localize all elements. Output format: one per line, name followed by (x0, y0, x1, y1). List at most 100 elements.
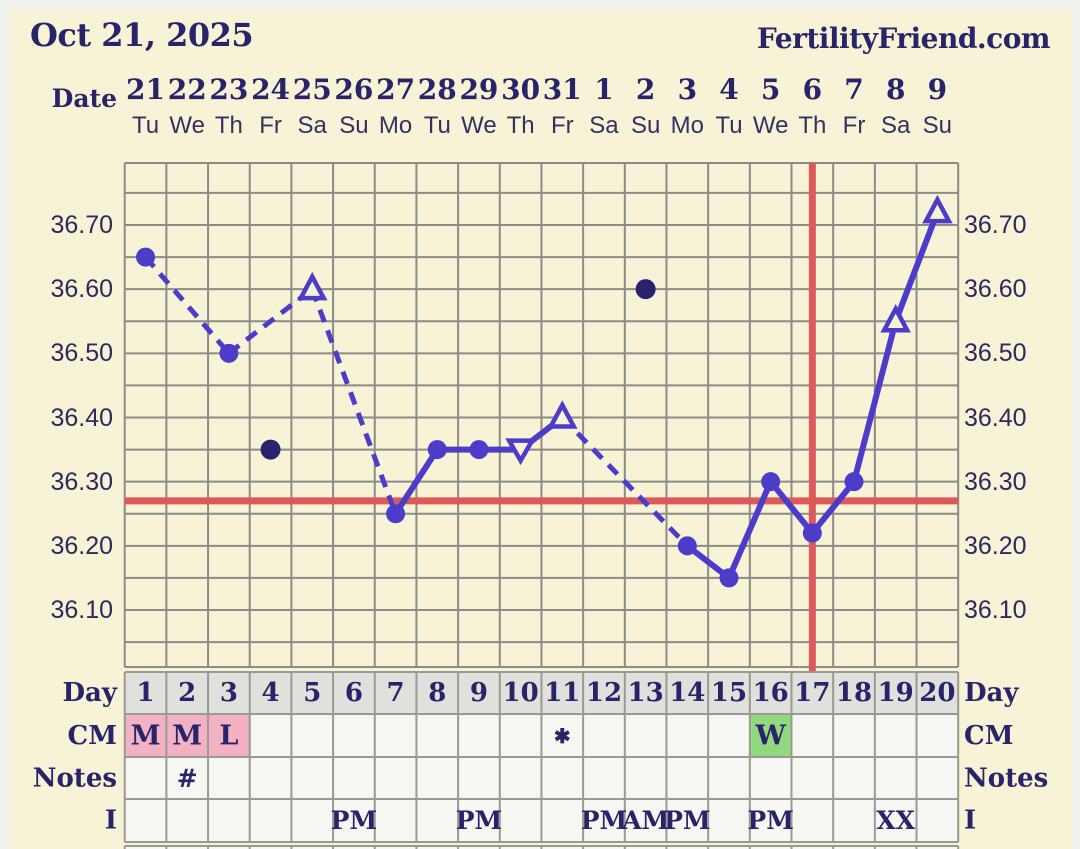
intercourse-cell-day-16[interactable]: PM (747, 806, 793, 835)
intercourse-cell-day-12[interactable]: PM (581, 806, 627, 835)
y-axis-tick-right: 36.30 (964, 467, 1027, 496)
weekday-cell: We (461, 112, 497, 139)
weekday-cell: Th (506, 112, 535, 139)
day-header-cell-15[interactable]: 15 (711, 678, 747, 708)
temp-point-day-5[interactable] (296, 271, 328, 301)
temp-point-day-10[interactable] (505, 438, 537, 466)
y-axis-tick-left: 36.20 (50, 531, 113, 560)
temp-point-day-7[interactable] (386, 504, 406, 524)
intercourse-cell-day-13[interactable]: AM (621, 806, 669, 835)
temp-segment (309, 288, 398, 515)
temp-series (136, 194, 953, 588)
date-cell: 8 (885, 73, 906, 106)
temp-point-day-3[interactable] (219, 343, 239, 363)
intercourse-cell-day-6[interactable]: PM (331, 806, 377, 835)
date-cell: 9 (927, 73, 948, 106)
cm-cell-bg-day-16 (749, 714, 792, 757)
temp-point-day-15[interactable] (719, 568, 739, 588)
weekday-cell: Su (922, 112, 953, 139)
day-header-cell-17[interactable]: 17 (794, 678, 830, 708)
date-cell: 26 (334, 73, 374, 106)
cm-cell-day-2[interactable]: M (172, 721, 202, 752)
table-row-label-left-cm: CM (68, 721, 117, 751)
weekday-cell: We (752, 112, 789, 139)
temp-segment (393, 447, 440, 516)
day-header-cell-20[interactable]: 20 (919, 678, 955, 708)
table-row-label-left-notes: Notes (33, 764, 117, 794)
temp-point-day-11[interactable] (547, 400, 578, 429)
temp-point-day-20[interactable] (922, 194, 953, 224)
intercourse-cell-day-9[interactable]: PM (456, 806, 502, 835)
temp-point-day-14[interactable] (677, 536, 697, 556)
temp-point-day-16[interactable] (761, 472, 781, 492)
day-header-cell-4[interactable]: 4 (262, 678, 280, 708)
date-cell: 28 (417, 73, 457, 106)
temp-point-day-1[interactable] (136, 247, 156, 267)
intercourse-cell-day-19[interactable]: XX (876, 806, 915, 835)
day-header-cell-9[interactable]: 9 (470, 678, 488, 708)
day-header-cell-3[interactable]: 3 (220, 678, 238, 708)
date-cell: 21 (126, 73, 166, 106)
discarded-temp-day-13[interactable] (635, 279, 656, 300)
table-row-label-right-notes: Notes (964, 764, 1048, 794)
temp-segment (810, 479, 857, 535)
y-axis-tick-left: 36.60 (50, 275, 113, 304)
day-header-cell-12[interactable]: 12 (586, 678, 622, 708)
temp-segment (560, 415, 690, 548)
y-axis-tick-right: 36.40 (964, 403, 1027, 432)
table-row-label-right-cm: CM (964, 721, 1013, 751)
weekday-cell: Mo (378, 112, 413, 139)
weekday-cell: Tu (715, 112, 743, 139)
temp-point-day-19[interactable] (880, 303, 911, 333)
intercourse-cell-day-14[interactable]: PM (664, 806, 710, 835)
temp-segment (227, 287, 314, 356)
day-header-cell-2[interactable]: 2 (178, 678, 196, 708)
cm-cell-day-11[interactable]: ✱ (554, 724, 571, 748)
day-header-cell-11[interactable]: 11 (544, 678, 580, 708)
temp-point-day-8[interactable] (427, 440, 447, 460)
temp-point-day-9[interactable] (469, 440, 489, 460)
date-cell: 3 (677, 73, 698, 106)
day-header-cell-10[interactable]: 10 (503, 678, 539, 708)
weekday-cell: Th (798, 112, 827, 139)
y-axis-tick-left: 36.50 (50, 339, 113, 368)
cm-cell-day-16[interactable]: W (754, 721, 786, 752)
weekday-cell: Fr (842, 112, 866, 139)
temp-point-day-17[interactable] (802, 523, 822, 543)
date-cell: 30 (501, 73, 541, 106)
day-header-cell-13[interactable]: 13 (628, 678, 664, 708)
date-cell: 5 (760, 73, 781, 106)
cm-cell-day-1[interactable]: M (131, 721, 161, 752)
day-header-cell-5[interactable]: 5 (303, 678, 321, 708)
cm-cell-day-3[interactable]: L (219, 721, 238, 752)
chart-grid (123, 162, 960, 668)
day-header-cell-18[interactable]: 18 (836, 678, 872, 708)
weekday-cell: We (169, 112, 205, 139)
cm-cell-bg-day-1 (124, 714, 167, 757)
day-header-cell-1[interactable]: 1 (136, 678, 154, 708)
day-header-cell-8[interactable]: 8 (428, 678, 446, 708)
y-axis-tick-right: 36.50 (964, 339, 1027, 368)
day-header-cell-19[interactable]: 19 (878, 678, 914, 708)
temp-point-day-18[interactable] (844, 472, 864, 492)
y-axis-tick-left: 36.40 (50, 403, 113, 432)
temp-segment (851, 320, 899, 483)
y-axis-tick-right: 36.70 (964, 211, 1027, 239)
brand-link[interactable]: FertilityFriend.com (756, 22, 1051, 55)
date-cell: 6 (802, 73, 823, 106)
day-header-cell-6[interactable]: 6 (345, 678, 363, 708)
date-row-label: Date (51, 84, 117, 113)
cm-cell-bg-day-3 (208, 714, 250, 757)
table-row-label-left-i: I (105, 806, 117, 836)
day-header-cell-16[interactable]: 16 (753, 678, 789, 708)
day-header-cell-14[interactable]: 14 (669, 678, 705, 708)
y-axis-tick-right: 36.60 (964, 275, 1027, 304)
weekday-cell: Th (214, 112, 243, 139)
page-title-date: Oct 21, 2025 (30, 16, 254, 54)
weekday-cell: Tu (423, 112, 451, 139)
table-row-label-right-i: I (964, 806, 976, 836)
date-cell: 25 (292, 73, 332, 106)
notes-cell-day-2[interactable]: # (177, 764, 198, 793)
discarded-temp-day-4[interactable] (260, 439, 281, 460)
day-header-cell-7[interactable]: 7 (387, 678, 405, 708)
